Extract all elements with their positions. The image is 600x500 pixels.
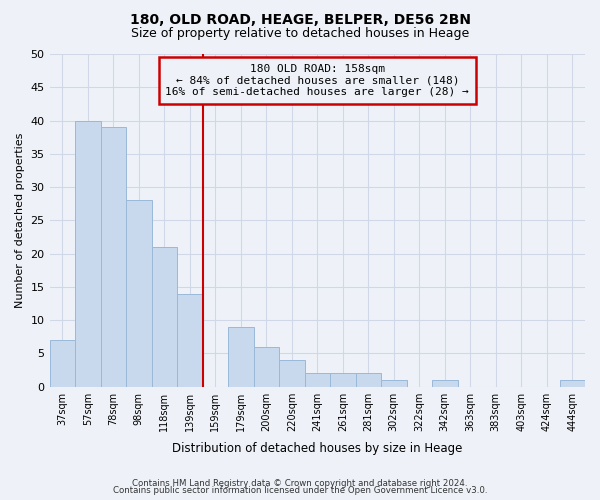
- X-axis label: Distribution of detached houses by size in Heage: Distribution of detached houses by size …: [172, 442, 463, 455]
- Text: Contains HM Land Registry data © Crown copyright and database right 2024.: Contains HM Land Registry data © Crown c…: [132, 478, 468, 488]
- Bar: [356, 374, 381, 386]
- Bar: [101, 127, 126, 386]
- Bar: [279, 360, 305, 386]
- Bar: [330, 374, 356, 386]
- Bar: [381, 380, 407, 386]
- Text: 180, OLD ROAD, HEAGE, BELPER, DE56 2BN: 180, OLD ROAD, HEAGE, BELPER, DE56 2BN: [130, 12, 470, 26]
- Bar: [254, 346, 279, 387]
- Bar: [126, 200, 152, 386]
- Y-axis label: Number of detached properties: Number of detached properties: [15, 132, 25, 308]
- Bar: [432, 380, 458, 386]
- Bar: [560, 380, 585, 386]
- Bar: [228, 327, 254, 386]
- Bar: [305, 374, 330, 386]
- Text: 180 OLD ROAD: 158sqm
← 84% of detached houses are smaller (148)
16% of semi-deta: 180 OLD ROAD: 158sqm ← 84% of detached h…: [166, 64, 469, 97]
- Bar: [50, 340, 75, 386]
- Bar: [177, 294, 203, 386]
- Bar: [152, 247, 177, 386]
- Text: Size of property relative to detached houses in Heage: Size of property relative to detached ho…: [131, 28, 469, 40]
- Text: Contains public sector information licensed under the Open Government Licence v3: Contains public sector information licen…: [113, 486, 487, 495]
- Bar: [75, 120, 101, 386]
